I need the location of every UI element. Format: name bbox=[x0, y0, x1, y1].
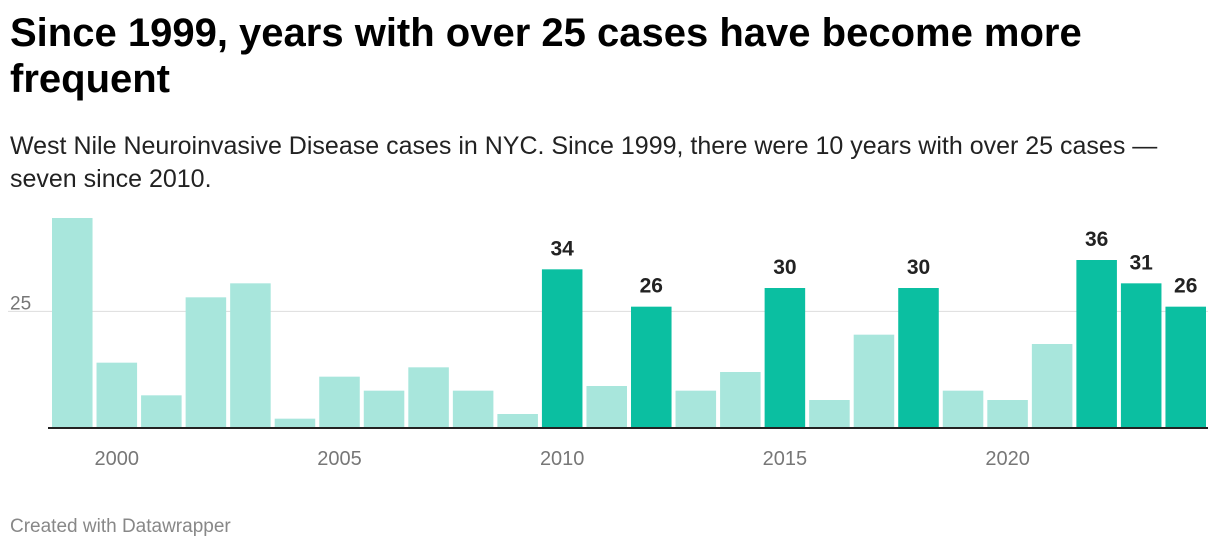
bar-2024 bbox=[1165, 306, 1206, 428]
bar-2016 bbox=[809, 400, 850, 428]
value-label-2015: 30 bbox=[773, 256, 796, 279]
value-label-2018: 30 bbox=[907, 256, 930, 279]
bar-2018 bbox=[898, 288, 939, 428]
value-label-2022: 36 bbox=[1085, 228, 1108, 251]
bar-2006 bbox=[363, 390, 405, 428]
bar-2020 bbox=[987, 400, 1028, 428]
footer-credit: Created with Datawrapper bbox=[10, 516, 231, 537]
x-tick-label-2010: 2010 bbox=[540, 448, 585, 470]
bar-2021 bbox=[1031, 344, 1073, 428]
bar-2002 bbox=[185, 297, 227, 428]
bar-2022 bbox=[1076, 260, 1117, 428]
bar-2004 bbox=[274, 418, 316, 428]
bar-2017 bbox=[853, 334, 895, 428]
x-tick-label-2015: 2015 bbox=[763, 448, 808, 470]
x-tick-label-2020: 2020 bbox=[985, 448, 1030, 470]
bar-2019 bbox=[942, 390, 984, 428]
bar-2013 bbox=[675, 390, 717, 428]
bar-2001 bbox=[141, 395, 182, 428]
bar-2010 bbox=[541, 269, 583, 428]
x-tick-label-2005: 2005 bbox=[317, 448, 362, 470]
bar-chart: 25 34 26 30 30 36 31 26 2000 2005 2010 2015 2020 bbox=[8, 218, 1208, 470]
y-tick-label: 25 bbox=[10, 293, 31, 314]
bar-2003 bbox=[230, 283, 271, 428]
bar-2007 bbox=[408, 367, 449, 428]
x-tick-label-2000: 2000 bbox=[95, 448, 140, 470]
bar-2011 bbox=[586, 386, 627, 428]
bar-2015 bbox=[764, 288, 806, 428]
value-label-2024: 26 bbox=[1174, 275, 1197, 298]
bar-2000 bbox=[96, 362, 138, 428]
bar-2012 bbox=[631, 306, 672, 428]
bar-2023 bbox=[1120, 283, 1162, 428]
bar-2008 bbox=[452, 390, 494, 428]
bar-2009 bbox=[497, 414, 538, 428]
chart-subtitle: West Nile Neuroinvasive Disease cases in… bbox=[10, 132, 1158, 193]
chart-title: Since 1999, years with over 25 cases hav… bbox=[10, 11, 1082, 101]
value-label-2012: 26 bbox=[640, 275, 663, 298]
value-label-2023: 31 bbox=[1130, 251, 1154, 274]
bar-2005 bbox=[319, 376, 360, 428]
bar-1999 bbox=[52, 218, 93, 428]
bar-2014 bbox=[720, 372, 761, 428]
value-label-2010: 34 bbox=[551, 237, 575, 260]
